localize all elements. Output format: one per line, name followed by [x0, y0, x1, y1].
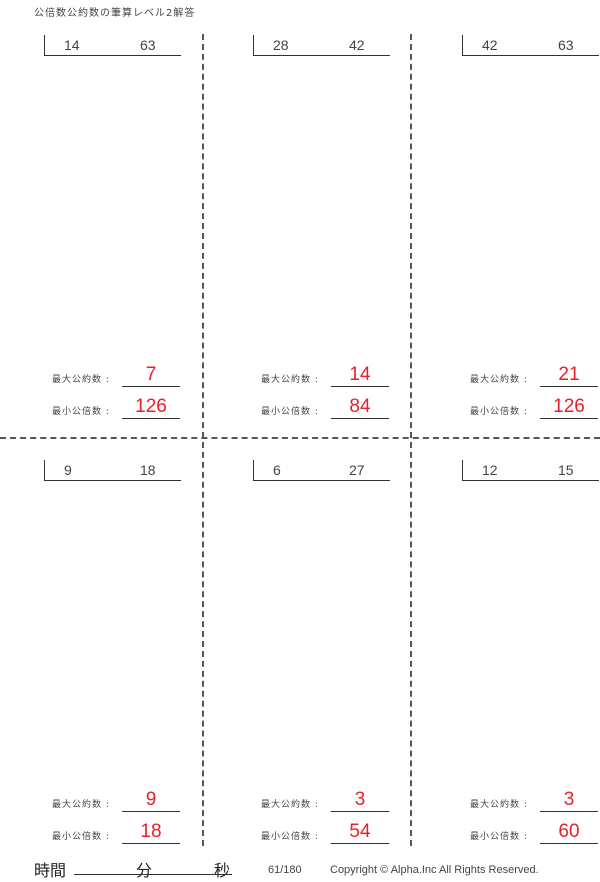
gcd-label: 最大公約数 : [470, 375, 528, 385]
copyright: Copyright © Alpha.Inc All Rights Reserve… [330, 864, 539, 876]
number-b: 27 [349, 462, 365, 478]
seconds-label: 秒 [214, 861, 231, 880]
division-bracket [253, 35, 390, 56]
lcm-label: 最小公倍数 : [52, 407, 110, 417]
number-a: 14 [64, 37, 80, 53]
worksheet-title: 公倍数公約数の筆算レベル2解答 [34, 8, 196, 19]
number-a: 42 [482, 37, 498, 53]
lcm-label: 最小公倍数 : [261, 832, 319, 842]
column-divider [410, 34, 412, 846]
gcd-answer: 3 [331, 789, 389, 812]
gcd-answer: 21 [540, 364, 598, 387]
gcd-answer: 7 [122, 364, 180, 387]
lcm-answer: 60 [540, 821, 598, 844]
lcm-label: 最小公倍数 : [52, 832, 110, 842]
gcd-label: 最大公約数 : [261, 800, 319, 810]
gcd-label: 最大公約数 : [52, 800, 110, 810]
time-input-line[interactable] [74, 874, 232, 875]
number-b: 63 [558, 37, 574, 53]
lcm-answer: 84 [331, 396, 389, 419]
minutes-label: 分 [136, 861, 153, 880]
lcm-answer: 18 [122, 821, 180, 844]
division-bracket [253, 460, 390, 481]
division-bracket [44, 35, 181, 56]
number-a: 28 [273, 37, 289, 53]
lcm-label: 最小公倍数 : [261, 407, 319, 417]
gcd-answer: 3 [540, 789, 598, 812]
gcd-answer: 14 [331, 364, 389, 387]
gcd-label: 最大公約数 : [52, 375, 110, 385]
column-divider [202, 34, 204, 846]
gcd-label: 最大公約数 : [470, 800, 528, 810]
number-a: 9 [64, 462, 72, 478]
lcm-label: 最小公倍数 : [470, 407, 528, 417]
problem-cell: 6 27 最大公約数 : 3 最小公倍数 : 54 [253, 460, 453, 860]
lcm-answer: 126 [122, 396, 180, 419]
lcm-answer: 54 [331, 821, 389, 844]
problem-cell: 42 63 最大公約数 : 21 最小公倍数 : 126 [462, 35, 600, 435]
division-bracket [462, 35, 599, 56]
time-label: 時間 [34, 861, 67, 880]
number-b: 15 [558, 462, 574, 478]
division-bracket [44, 460, 181, 481]
problem-cell: 28 42 最大公約数 : 14 最小公倍数 : 84 [253, 35, 453, 435]
lcm-label: 最小公倍数 : [470, 832, 528, 842]
lcm-answer: 126 [540, 396, 598, 419]
page-number: 61/180 [268, 864, 302, 876]
gcd-label: 最大公約数 : [261, 375, 319, 385]
row-divider [0, 437, 600, 439]
division-bracket [462, 460, 599, 481]
problem-cell: 9 18 最大公約数 : 9 最小公倍数 : 18 [44, 460, 244, 860]
number-b: 18 [140, 462, 156, 478]
number-b: 63 [140, 37, 156, 53]
gcd-answer: 9 [122, 789, 180, 812]
problem-cell: 14 63 最大公約数 : 7 最小公倍数 : 126 [44, 35, 244, 435]
number-b: 42 [349, 37, 365, 53]
problem-cell: 12 15 最大公約数 : 3 最小公倍数 : 60 [462, 460, 600, 860]
number-a: 6 [273, 462, 281, 478]
number-a: 12 [482, 462, 498, 478]
